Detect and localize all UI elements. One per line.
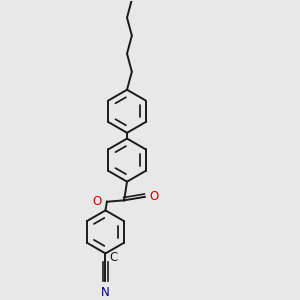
Text: N: N bbox=[101, 286, 110, 299]
Text: C: C bbox=[109, 251, 118, 264]
Text: O: O bbox=[149, 190, 159, 203]
Text: O: O bbox=[92, 195, 102, 208]
